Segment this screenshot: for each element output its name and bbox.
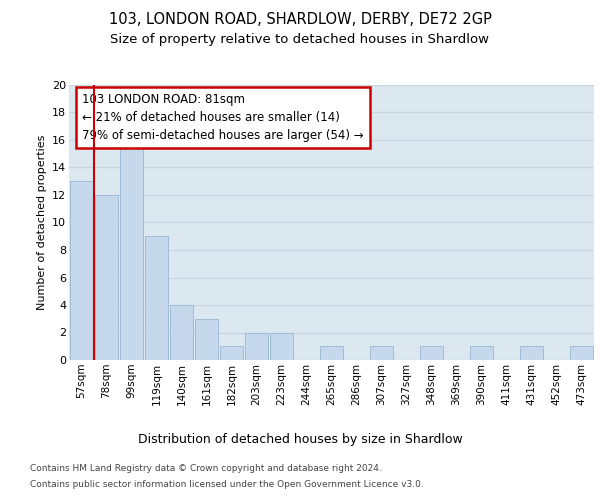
Y-axis label: Number of detached properties: Number of detached properties bbox=[37, 135, 47, 310]
Bar bbox=[145, 236, 168, 360]
Text: Distribution of detached houses by size in Shardlow: Distribution of detached houses by size … bbox=[137, 432, 463, 446]
Text: 103, LONDON ROAD, SHARDLOW, DERBY, DE72 2GP: 103, LONDON ROAD, SHARDLOW, DERBY, DE72 … bbox=[109, 12, 491, 28]
Bar bbox=[70, 181, 93, 360]
Bar bbox=[120, 126, 143, 360]
Bar bbox=[270, 332, 293, 360]
Bar bbox=[245, 332, 268, 360]
Bar bbox=[470, 346, 493, 360]
Text: 103 LONDON ROAD: 81sqm
← 21% of detached houses are smaller (14)
79% of semi-det: 103 LONDON ROAD: 81sqm ← 21% of detached… bbox=[82, 93, 364, 142]
Text: Size of property relative to detached houses in Shardlow: Size of property relative to detached ho… bbox=[110, 32, 490, 46]
Bar bbox=[95, 195, 118, 360]
Text: Contains HM Land Registry data © Crown copyright and database right 2024.: Contains HM Land Registry data © Crown c… bbox=[30, 464, 382, 473]
Bar bbox=[220, 346, 243, 360]
Bar bbox=[170, 305, 193, 360]
Bar bbox=[420, 346, 443, 360]
Text: Contains public sector information licensed under the Open Government Licence v3: Contains public sector information licen… bbox=[30, 480, 424, 489]
Bar bbox=[370, 346, 393, 360]
Bar bbox=[520, 346, 543, 360]
Bar bbox=[195, 319, 218, 360]
Bar bbox=[320, 346, 343, 360]
Bar bbox=[570, 346, 593, 360]
